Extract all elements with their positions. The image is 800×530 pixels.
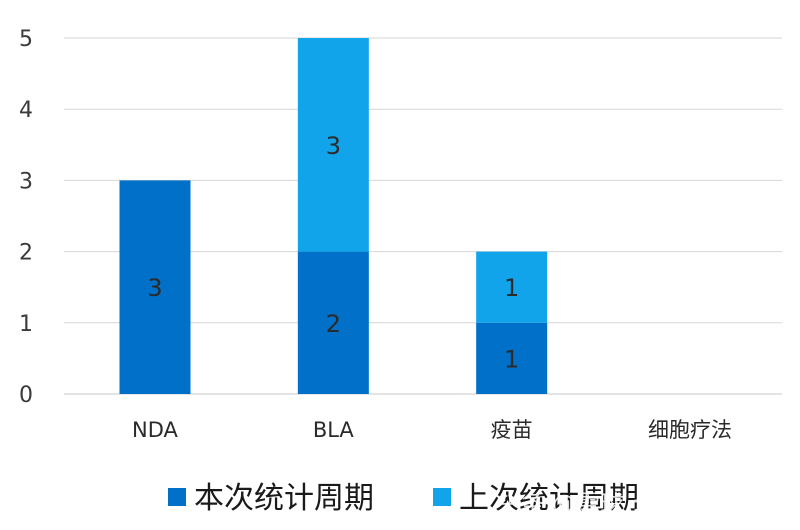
data-label: 2 xyxy=(326,310,341,338)
y-tick-label: 4 xyxy=(19,98,33,123)
watermark: 头条 @雪球 : 药渡仿制 xyxy=(497,490,744,518)
bar-segment-series-2 xyxy=(297,38,369,252)
bar-segment-series-1 xyxy=(119,180,191,394)
y-axis-ticks: 0 1 2 3 4 5 xyxy=(19,27,33,408)
bar-segment-series-2 xyxy=(476,251,548,323)
data-label: 1 xyxy=(504,345,519,373)
data-labels: 3 2 3 1 1 xyxy=(147,132,519,374)
y-tick-label: 0 xyxy=(19,383,33,408)
legend: 本次统计周期 上次统计周期 xyxy=(168,481,639,516)
y-tick-label: 2 xyxy=(19,241,33,266)
legend-label: 本次统计周期 xyxy=(194,481,374,516)
y-tick-label: 3 xyxy=(19,169,33,194)
x-category-label: 疫苗 xyxy=(491,418,533,442)
y-tick-label: 5 xyxy=(19,27,33,52)
bar-segment-series-1 xyxy=(297,251,369,394)
legend-swatch xyxy=(168,488,186,506)
watermark-text: 头条 @雪球 : 药渡仿制 xyxy=(497,490,744,518)
data-label: 1 xyxy=(504,274,519,302)
x-category-label: 细胞疗法 xyxy=(648,418,732,442)
bars xyxy=(119,38,548,394)
legend-swatch xyxy=(433,488,451,506)
x-category-label: BLA xyxy=(313,418,355,442)
bar-segment-series-1 xyxy=(476,322,548,394)
data-label: 3 xyxy=(326,132,341,160)
x-axis-categories: NDA BLA 疫苗 细胞疗法 xyxy=(132,418,732,442)
y-tick-label: 1 xyxy=(19,312,33,337)
data-label: 3 xyxy=(147,274,162,302)
x-category-label: NDA xyxy=(132,418,179,442)
legend-label: 上次统计周期 xyxy=(459,481,639,516)
